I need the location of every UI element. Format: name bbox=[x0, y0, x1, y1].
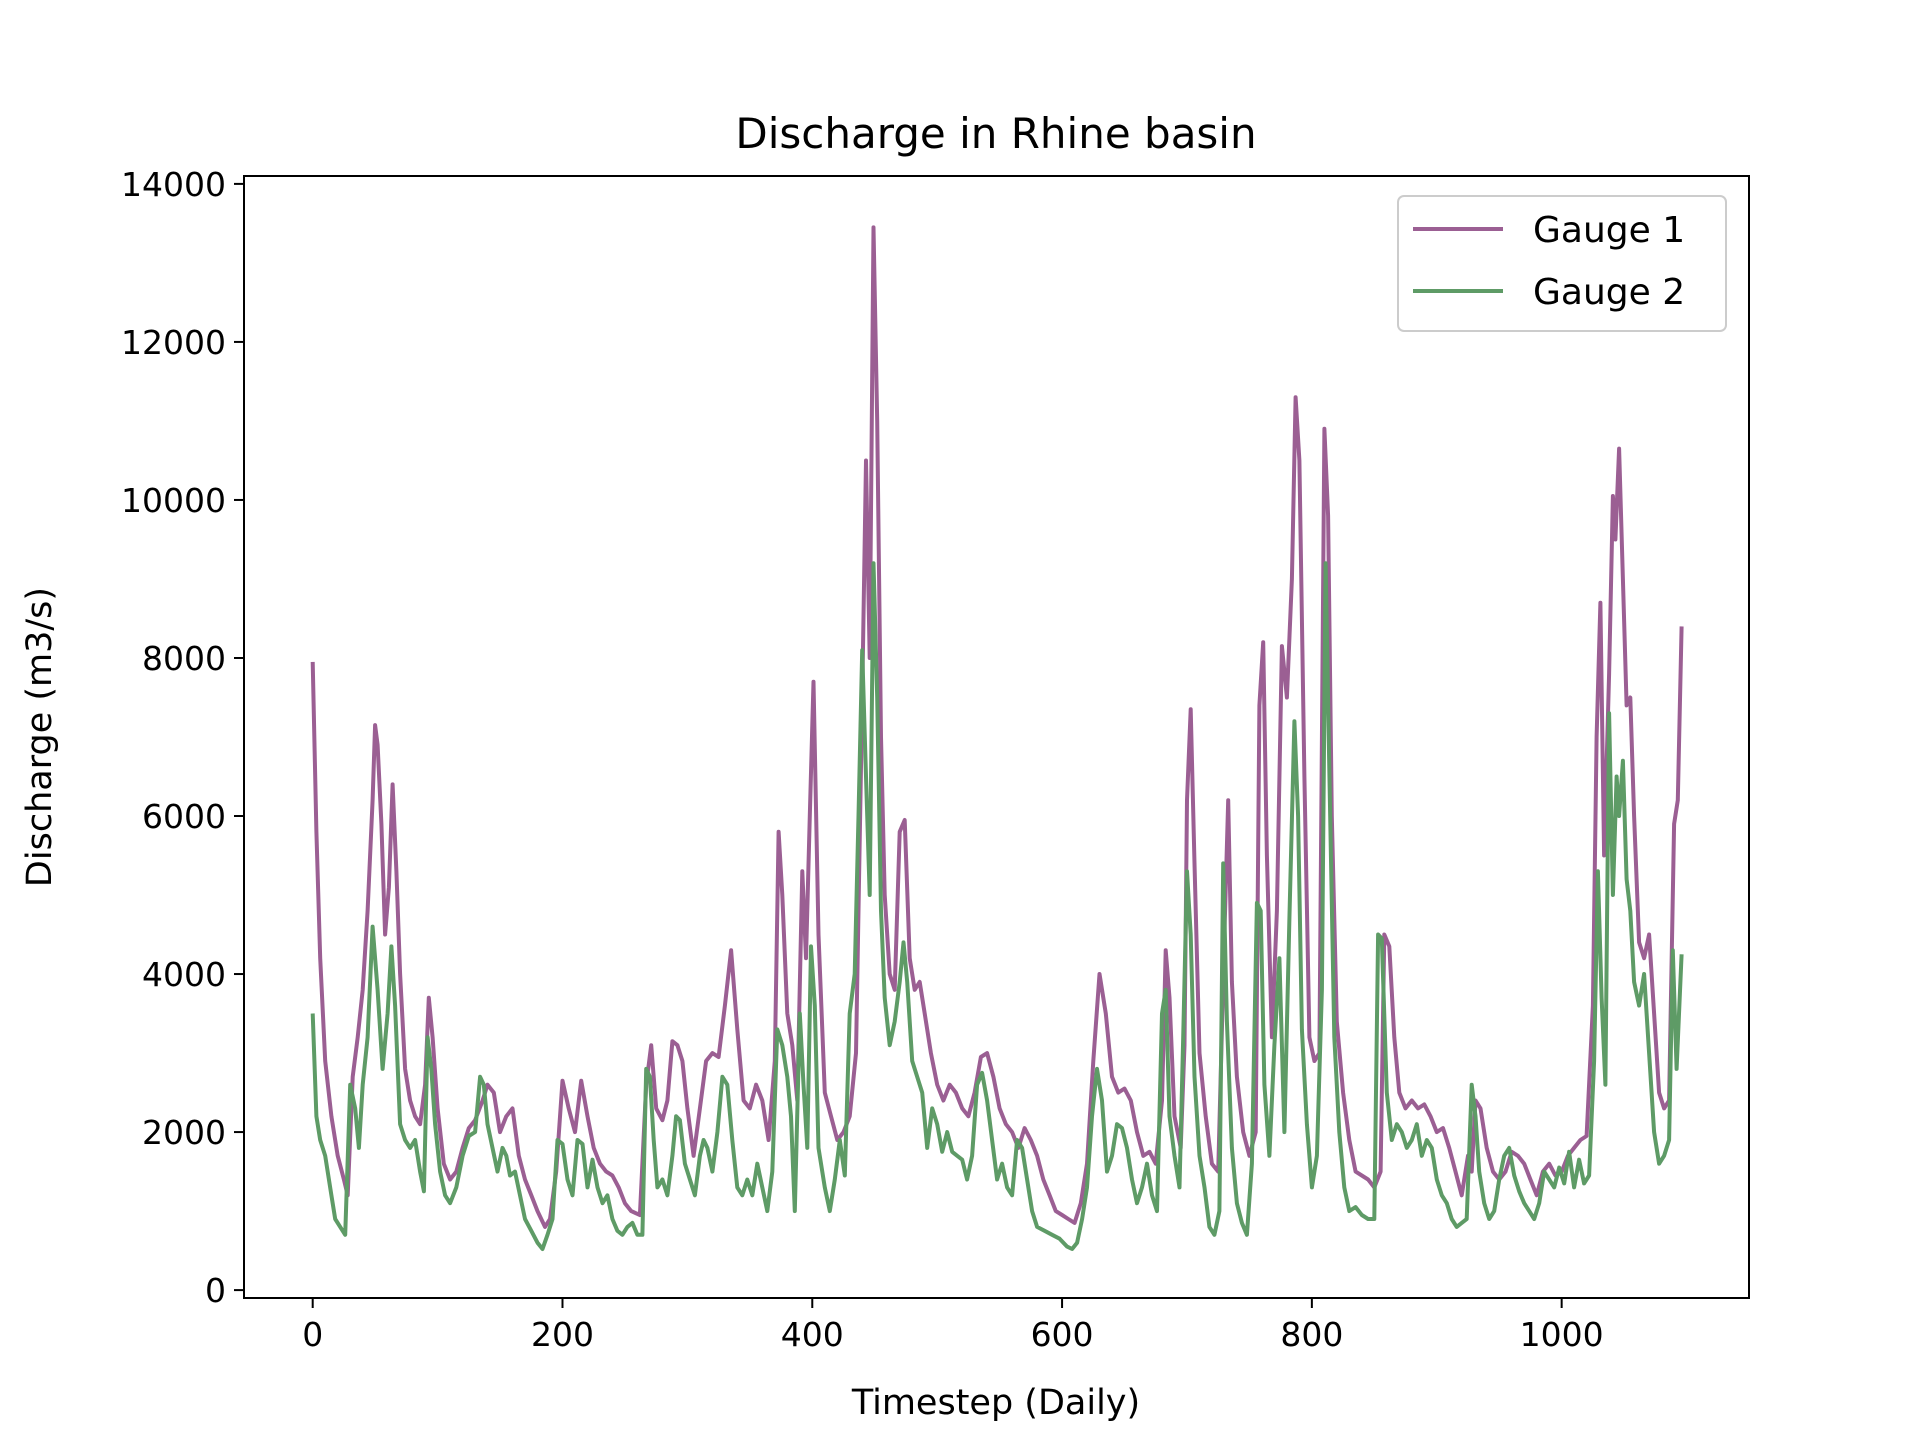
x-tick-label: 200 bbox=[531, 1315, 594, 1354]
series-layer bbox=[310, 225, 1684, 1251]
legend: Gauge 1 Gauge 2 bbox=[1397, 195, 1727, 332]
legend-label-gauge-1: Gauge 1 bbox=[1533, 210, 1685, 251]
y-tick-label: 6000 bbox=[142, 797, 226, 836]
x-tick-label: 0 bbox=[302, 1315, 323, 1354]
y-axis-label: Discharge (m3/s) bbox=[20, 587, 60, 887]
legend-label-gauge-2: Gauge 2 bbox=[1533, 272, 1685, 313]
plot-area bbox=[243, 175, 1750, 1299]
x-tick-label: 1000 bbox=[1520, 1315, 1604, 1354]
y-tick-label: 10000 bbox=[121, 481, 226, 520]
chart-title: Discharge in Rhine basin bbox=[735, 109, 1256, 158]
y-tick-label: 12000 bbox=[121, 323, 226, 362]
x-axis: 0 200 400 600 800 1000 bbox=[302, 1298, 1604, 1354]
plot-frame bbox=[243, 175, 1750, 1299]
x-axis-label: Timestep (Daily) bbox=[851, 1383, 1140, 1423]
x-tick-label: 600 bbox=[1031, 1315, 1094, 1354]
y-axis: 0 2000 4000 6000 8000 10000 12000 14000 bbox=[121, 165, 244, 1310]
x-tick-label: 800 bbox=[1280, 1315, 1343, 1354]
series-line-gauge-2 bbox=[310, 561, 1684, 1251]
x-tick-label: 400 bbox=[781, 1315, 844, 1354]
y-tick-label: 8000 bbox=[142, 639, 226, 678]
y-tick-label: 0 bbox=[205, 1271, 226, 1310]
y-tick-label: 14000 bbox=[121, 165, 226, 204]
y-tick-label: 2000 bbox=[142, 1113, 226, 1152]
y-tick-label: 4000 bbox=[142, 955, 226, 994]
